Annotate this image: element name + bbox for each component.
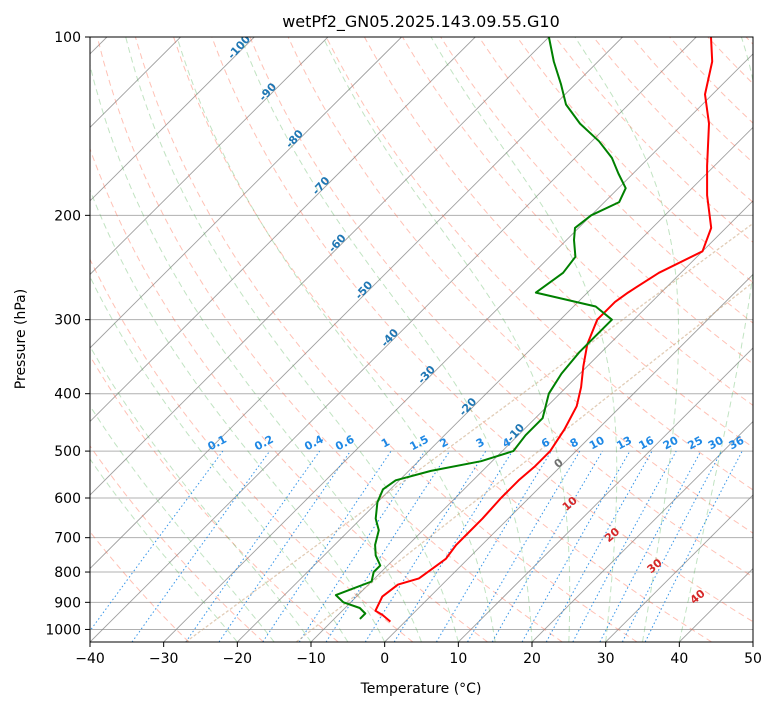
y-axis: 100 200 300 400 500 600 700 800 900 1000 bbox=[45, 30, 90, 638]
y-tick-label: 900 bbox=[54, 595, 81, 611]
x-tick-label: 20 bbox=[523, 651, 541, 667]
moist-adiabat-line bbox=[430, 37, 618, 642]
isotherm-line bbox=[384, 273, 753, 642]
dry-adiabat-line bbox=[134, 37, 638, 642]
mixing-ratio-line bbox=[325, 450, 451, 642]
y-axis-label: Pressure (hPa) bbox=[13, 289, 29, 389]
mixing-ratio-line bbox=[131, 450, 271, 642]
isotherm-line bbox=[90, 37, 402, 349]
mixing-ratio-line bbox=[298, 450, 426, 642]
y-tick-label: 100 bbox=[54, 30, 81, 46]
x-tick-label: −40 bbox=[75, 651, 105, 667]
mixing-ratio-label: 13 bbox=[614, 434, 634, 453]
mixing-ratio-label: 20 bbox=[661, 434, 681, 453]
dry-adiabat-line bbox=[90, 258, 414, 642]
isotherm-line bbox=[90, 37, 550, 496]
y-tick-label: 1000 bbox=[45, 622, 81, 638]
dry-adiabat-line bbox=[90, 445, 264, 642]
moist-adiabat-line bbox=[90, 63, 422, 642]
x-tick-label: 40 bbox=[670, 651, 688, 667]
mixing-ratio-line bbox=[218, 450, 351, 642]
mixing-ratio-label: 36 bbox=[727, 434, 747, 453]
chart-title: wetPf2_GN05.2025.143.09.55.G10 bbox=[282, 12, 560, 32]
mixing-ratio-line bbox=[364, 450, 487, 642]
dry-adiabat-line bbox=[516, 37, 753, 284]
moist-adiabat-line bbox=[90, 345, 312, 642]
x-axis: −40 −30 −20 −10 0 10 20 30 40 50 bbox=[75, 642, 762, 667]
dry-adiabat-line bbox=[173, 37, 712, 642]
x-tick-label: 30 bbox=[597, 651, 615, 667]
isotherm-line bbox=[237, 126, 753, 642]
moist-adiabat-line bbox=[90, 458, 238, 642]
special-curve-line bbox=[295, 281, 753, 642]
profile-lines-layer bbox=[334, 37, 714, 623]
x-tick-label: −20 bbox=[223, 651, 253, 667]
mixing-ratio-line bbox=[262, 450, 392, 642]
mixing-ratio-line bbox=[644, 450, 743, 642]
mixing-ratio-label: 16 bbox=[637, 434, 657, 453]
special-curve-line bbox=[185, 222, 753, 642]
y-tick-label: 500 bbox=[54, 444, 81, 460]
x-tick-label: 50 bbox=[744, 651, 762, 667]
moist-adiabat-line bbox=[90, 275, 349, 642]
dry-adiabat-line bbox=[211, 37, 753, 623]
y-tick-label: 600 bbox=[54, 491, 81, 507]
dry-adiabat-line bbox=[96, 37, 563, 642]
x-tick-label: −10 bbox=[296, 651, 326, 667]
mixing-ratio-label: 10 bbox=[587, 434, 607, 453]
mixing-ratio-line bbox=[393, 450, 513, 642]
x-tick-label: 10 bbox=[449, 651, 467, 667]
plot-frame bbox=[89, 36, 754, 643]
isotherm-line bbox=[310, 200, 753, 642]
mixing-ratio-label: 30 bbox=[706, 434, 726, 453]
y-tick-label: 300 bbox=[54, 313, 81, 329]
isotherm-line bbox=[90, 37, 476, 423]
moist-adiabat-line bbox=[176, 37, 496, 642]
dry-adiabat-line bbox=[325, 37, 753, 491]
mixing-ratio-line bbox=[90, 450, 224, 632]
dewpoint-profile-line bbox=[334, 37, 627, 620]
moist-adiabat-line bbox=[322, 37, 571, 642]
moist-adiabat-line bbox=[240, 37, 533, 642]
isotherm-line bbox=[458, 347, 753, 642]
mixing-ratio-line bbox=[545, 450, 653, 642]
moist-adiabat-line bbox=[574, 37, 680, 642]
isotherm-line bbox=[531, 420, 753, 642]
moist-adiabat-line bbox=[90, 188, 386, 642]
isotherm-line bbox=[605, 494, 753, 642]
mixing-ratio-line bbox=[521, 450, 631, 642]
moist-adiabat-line bbox=[90, 404, 275, 642]
dry-adiabat-line bbox=[90, 355, 339, 642]
isotherm-line bbox=[90, 37, 329, 276]
x-tick-label: 0 bbox=[380, 651, 389, 667]
background-lines-layer bbox=[90, 37, 753, 642]
y-tick-label: 200 bbox=[54, 208, 81, 224]
x-axis-label: Temperature (°C) bbox=[360, 681, 482, 697]
dry-adiabat-line bbox=[287, 37, 753, 534]
y-tick-label: 800 bbox=[54, 565, 81, 581]
mixing-ratio-line bbox=[572, 450, 677, 642]
isotherm-line bbox=[90, 37, 255, 202]
moist-adiabat-line bbox=[678, 37, 753, 642]
dry-adiabat-line bbox=[249, 37, 753, 578]
mixing-ratio-label: 25 bbox=[685, 434, 705, 453]
mixing-ratio-line bbox=[185, 450, 321, 642]
y-tick-label: 700 bbox=[54, 531, 81, 547]
y-tick-label: 400 bbox=[54, 387, 81, 403]
isotherm-line bbox=[163, 53, 753, 642]
temperature-profile-line bbox=[374, 37, 714, 623]
isotherm-line bbox=[90, 37, 623, 570]
x-tick-label: −30 bbox=[149, 651, 179, 667]
